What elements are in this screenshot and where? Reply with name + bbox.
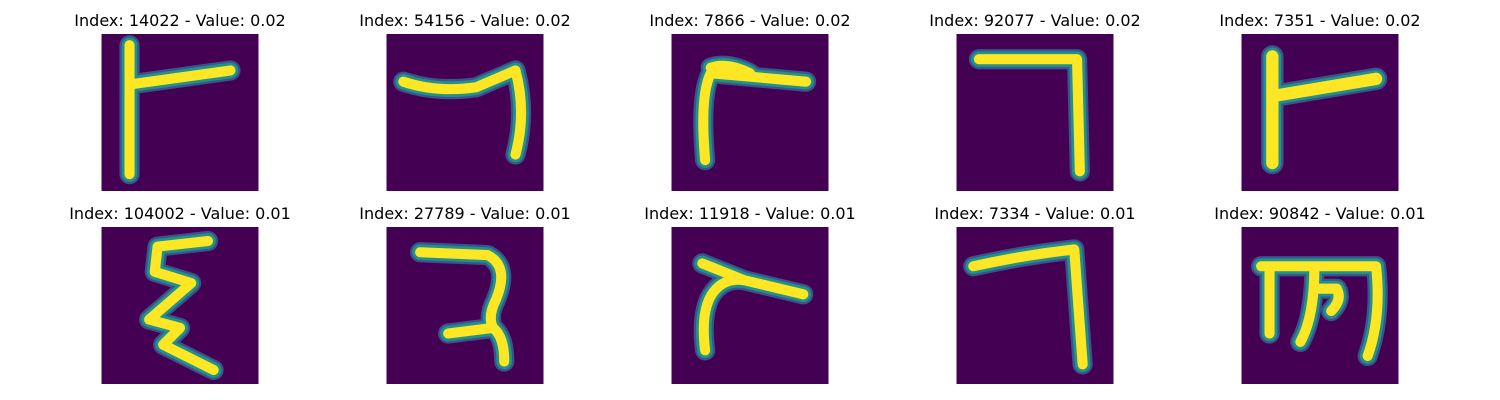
panel-title: Index: 7866 - Value: 0.02 — [649, 11, 851, 30]
image-panel-4: Index: 92077 - Value: 0.02 — [920, 12, 1150, 192]
panel-title: Index: 7334 - Value: 0.01 — [934, 204, 1136, 223]
panel-title: Index: 27789 - Value: 0.01 — [359, 204, 571, 223]
digit-image-11918 — [671, 227, 829, 384]
image-panel-8: Index: 11918 - Value: 0.01 — [635, 205, 865, 385]
image-panel-2: Index: 54156 - Value: 0.02 — [350, 12, 580, 192]
panel-title: Index: 90842 - Value: 0.01 — [1214, 204, 1426, 223]
panel-title: Index: 11918 - Value: 0.01 — [644, 204, 856, 223]
image-panel-6: Index: 104002 - Value: 0.01 — [65, 205, 295, 385]
panel-title: Index: 104002 - Value: 0.01 — [69, 204, 291, 223]
digit-image-92077 — [956, 34, 1114, 191]
panel-title: Index: 7351 - Value: 0.02 — [1219, 11, 1421, 30]
image-panel-1: Index: 14022 - Value: 0.02 — [65, 12, 295, 192]
digit-image-7351 — [1241, 34, 1399, 191]
digit-image-14022 — [101, 34, 259, 191]
digit-image-7866 — [671, 34, 829, 191]
digit-image-27789 — [386, 227, 544, 384]
image-panel-7: Index: 27789 - Value: 0.01 — [350, 205, 580, 385]
panel-title: Index: 54156 - Value: 0.02 — [359, 11, 571, 30]
digit-image-7334 — [956, 227, 1114, 384]
image-panel-3: Index: 7866 - Value: 0.02 — [635, 12, 865, 192]
digit-image-54156 — [386, 34, 544, 191]
image-panel-5: Index: 7351 - Value: 0.02 — [1205, 12, 1435, 192]
digit-image-90842 — [1241, 227, 1399, 384]
panel-title: Index: 14022 - Value: 0.02 — [74, 11, 286, 30]
image-panel-10: Index: 90842 - Value: 0.01 — [1205, 205, 1435, 385]
image-panel-9: Index: 7334 - Value: 0.01 — [920, 205, 1150, 385]
digit-image-104002 — [101, 227, 259, 384]
panel-title: Index: 92077 - Value: 0.02 — [929, 11, 1141, 30]
